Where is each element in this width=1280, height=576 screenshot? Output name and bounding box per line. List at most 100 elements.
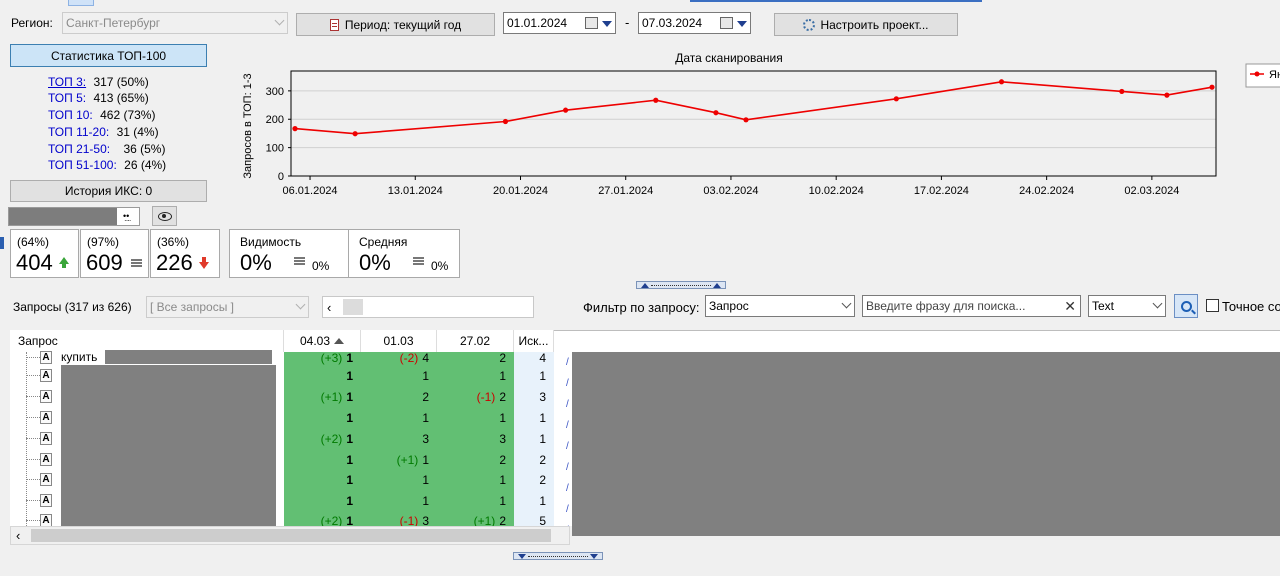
table-row[interactable]: A 1 1 1 1 (10, 490, 1280, 511)
grid-horizontal-scrollbar[interactable]: ‹ (10, 526, 570, 545)
kpi-1-value: 404 (16, 250, 53, 275)
date-to-picker[interactable]: 07.03.2024 (638, 12, 751, 34)
scroll-left-icon[interactable]: ‹ (327, 300, 332, 315)
exact-match-checkbox[interactable] (1206, 299, 1219, 312)
source-column-background (514, 352, 554, 526)
table-row[interactable]: A (+2) 1 3 3 1 (10, 428, 1280, 449)
text-mode-select[interactable]: Text (1088, 295, 1166, 317)
chart-title: Дата сканирования (675, 51, 783, 65)
horizontal-scroller[interactable]: ‹ (322, 296, 534, 318)
top3-link[interactable]: ТОП 3: (48, 75, 87, 89)
region-select[interactable]: Санкт-Петербург (62, 12, 288, 34)
chart-x-tick-label: 03.02.2024 (703, 185, 758, 197)
stats-top100-label: Статистика ТОП-100 (50, 48, 167, 63)
redacted-right-area (572, 352, 1280, 536)
query-type-icon: A (40, 514, 52, 526)
table-row[interactable]: A 1 1 1 1 (10, 365, 1280, 386)
column-header-0403[interactable]: 04.03 (284, 330, 361, 352)
chart-x-tick-label: 27.01.2024 (598, 185, 653, 197)
scrollbar-thumb[interactable] (31, 529, 551, 542)
query-type-icon: A (40, 473, 52, 486)
cell-source: 3 (539, 389, 546, 404)
arrow-down-icon (199, 262, 209, 269)
chevron-down-icon (841, 298, 852, 309)
cell-2702: 2 (499, 452, 506, 467)
column-header-0103[interactable]: 01.03 (361, 330, 437, 352)
redacted-field[interactable]: •̤•̤ (8, 207, 140, 226)
chart-y-tick-label: 300 (266, 86, 284, 98)
cell-0403: 1 (346, 368, 353, 383)
table-row[interactable]: A купить (+3) 1 (-2) 4 2 4 (10, 347, 1280, 368)
cell-2702: (-1) 2 (476, 389, 506, 404)
chart-x-tick-label: 02.03.2024 (1124, 185, 1179, 197)
cell-0103: 1 (422, 472, 429, 487)
cell-0103: (-1) 3 (399, 513, 429, 527)
chart-x-tick-label: 13.01.2024 (388, 185, 443, 197)
top5-value: 413 (65%) (93, 91, 149, 105)
calendar-icon[interactable] (585, 17, 598, 29)
region-label: Регион: (11, 16, 53, 30)
tab-active-marker[interactable] (68, 0, 94, 6)
table-row[interactable]: A 1 1 1 2 (10, 469, 1280, 490)
iks-history-button[interactable]: История ИКС: 0 (10, 180, 207, 202)
clear-icon[interactable]: ✕ (1064, 298, 1076, 314)
search-input[interactable]: Введите фразу для поиска... ✕ (862, 295, 1081, 317)
dropdown-arrow-icon[interactable] (737, 21, 747, 27)
column-header-query[interactable]: Запрос (10, 330, 284, 352)
column-header-2702[interactable]: 27.02 (437, 330, 514, 352)
cell-source: 1 (539, 493, 546, 508)
column-header-2702-label: 27.02 (459, 334, 491, 348)
redacted-block (105, 350, 272, 364)
column-header-query-label: Запрос (18, 334, 58, 348)
region-value: Санкт-Петербург (66, 16, 161, 30)
top-tab-strip (0, 0, 1280, 6)
chevron-down-icon (295, 299, 306, 310)
date-from-value: 01.01.2024 (507, 16, 568, 30)
cell-source: 5 (539, 513, 546, 527)
query-type-icon: A (40, 351, 52, 364)
chart-x-tick-label: 10.02.2024 (809, 185, 864, 197)
table-row[interactable]: A 1 1 1 1 (10, 407, 1280, 428)
cell-0403: (+2) 1 (320, 431, 353, 446)
configure-project-button[interactable]: Настроить проект... (774, 13, 958, 36)
cell-2702: 1 (499, 493, 506, 508)
kpi-box-3: (36%) 226 (150, 229, 220, 278)
queries-filter-select[interactable]: [ Все запросы ] (146, 296, 309, 318)
table-row[interactable]: A (+1) 1 2 (-1) 2 3 (10, 386, 1280, 407)
chevron-down-icon (1152, 298, 1163, 309)
tab-underline (690, 0, 982, 2)
chart-y-tick-label: 100 (266, 143, 284, 155)
stats-top100-button[interactable]: Статистика ТОП-100 (10, 44, 207, 67)
kpi-1-percent: (64%) (17, 235, 50, 249)
dropdown-arrow-icon[interactable] (602, 21, 612, 27)
scroller-thumb[interactable] (343, 299, 363, 315)
kpi-box-2: (97%) 609 (80, 229, 149, 278)
query-type-icon: A (40, 432, 52, 445)
scroll-left-icon[interactable]: ‹ (16, 528, 21, 543)
query-type-icon: A (40, 411, 52, 424)
chart-x-ticks: 06.01.2024 13.01.2024 20.01.2024 27.01.2024… (283, 176, 1179, 197)
panel-splitter-bottom[interactable] (513, 552, 603, 560)
top51-100-value: 26 (4%) (124, 158, 167, 172)
period-button[interactable]: Период: текущий год (296, 13, 495, 36)
gear-icon (803, 18, 816, 31)
column-header-source[interactable]: Иск... (514, 330, 554, 352)
chart-point (893, 96, 899, 102)
cell-0403: (+3) 1 (320, 350, 353, 365)
panel-splitter-top[interactable] (636, 281, 726, 289)
cell-0403: 1 (346, 493, 353, 508)
filter-field-select[interactable]: Запрос (705, 295, 855, 317)
date-from-picker[interactable]: 01.01.2024 (503, 12, 616, 34)
stat-row-top21-50: ТОП 21-50: 36 (5%) (48, 142, 165, 156)
chart-x-tick-label: 17.02.2024 (914, 185, 969, 197)
search-button[interactable] (1174, 294, 1198, 318)
kpi-2-value: 609 (86, 250, 123, 275)
stat-row-top5: ТОП 5: 413 (65%) (48, 91, 149, 105)
eye-toggle-button[interactable] (152, 206, 177, 226)
table-row[interactable]: A (+2) 1 (-1) 3 (+1) 2 5 (10, 510, 1280, 526)
calendar-icon[interactable] (720, 17, 733, 29)
table-row[interactable]: A 1 (+1) 1 2 2 (10, 449, 1280, 470)
cell-0103: 1 (422, 410, 429, 425)
visibility-delta: 0% (312, 259, 330, 273)
chart-point (502, 118, 509, 125)
